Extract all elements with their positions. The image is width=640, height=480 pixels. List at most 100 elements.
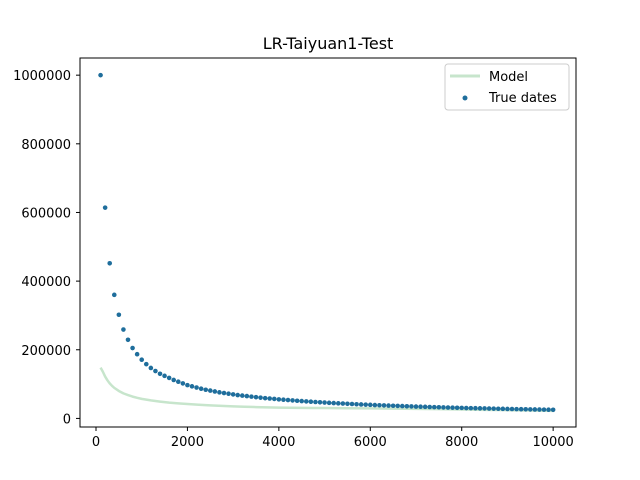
series-true-dates-point	[495, 406, 501, 412]
series-true-dates-point	[249, 394, 254, 399]
y-tick-label: 200000	[21, 344, 71, 359]
series-true-dates-point	[235, 392, 241, 398]
series-true-dates-point	[102, 205, 108, 210]
series-true-dates-point	[482, 406, 487, 411]
series-true-dates-point	[285, 397, 291, 403]
series-true-dates-point	[98, 72, 103, 78]
series-true-dates-point	[358, 402, 364, 407]
series-true-dates-point	[153, 368, 158, 374]
series-true-dates-point	[550, 407, 556, 413]
series-true-dates-point	[386, 403, 391, 408]
series-true-dates-point	[413, 404, 419, 409]
series-true-dates-point	[198, 386, 204, 392]
series-true-dates-point	[276, 397, 282, 402]
y-tick-label: 800000	[21, 138, 71, 153]
series-true-dates-point	[377, 402, 382, 408]
series-true-dates-point	[271, 396, 277, 402]
plot-frame	[79, 57, 577, 428]
series-true-dates-point	[262, 395, 268, 401]
series-true-dates-point	[477, 406, 483, 411]
series-true-dates-point	[116, 312, 122, 318]
series-true-dates-point	[143, 361, 149, 367]
series-true-dates-point	[180, 381, 186, 386]
series-true-dates-point	[372, 402, 378, 408]
series-true-dates-point	[431, 404, 437, 410]
series-true-dates-point	[294, 398, 300, 404]
series-true-dates-point	[509, 406, 515, 412]
series-true-dates-point	[221, 390, 227, 396]
series-true-dates-point	[441, 405, 446, 410]
series-true-dates-point	[527, 407, 533, 412]
series-true-dates-point	[189, 384, 195, 389]
series-true-dates-point	[107, 260, 113, 266]
y-tick-label: 1000000	[13, 69, 71, 84]
chart-title: LR-Taiyuan1-Test	[263, 34, 394, 53]
series-true-dates-point	[541, 407, 547, 412]
series-true-dates-point	[450, 405, 455, 410]
series-true-dates-point	[185, 382, 190, 388]
x-tick-label: 6000	[354, 435, 387, 450]
axes: 0 2000 4000 6000 8000 10000 0 200000 400000 60000…	[13, 69, 574, 450]
legend-true-dates-label: True dates	[488, 91, 557, 106]
series-true-dates-point	[445, 405, 451, 410]
series-true-dates-point	[422, 404, 428, 410]
series-true-dates-point	[166, 375, 172, 381]
series-true-dates-point	[427, 404, 433, 410]
plot-area	[98, 72, 556, 413]
series-true-dates-point	[258, 395, 263, 400]
series-true-dates-point	[468, 405, 474, 411]
series-true-dates-point	[194, 385, 199, 390]
series-true-dates-point	[171, 377, 177, 383]
series-true-dates-point	[349, 401, 355, 407]
series-true-dates-point	[121, 327, 126, 332]
series-true-dates-point	[203, 387, 209, 393]
series-true-dates-point	[313, 399, 318, 405]
series-true-dates-point	[335, 401, 341, 406]
series-true-dates-point	[139, 357, 145, 363]
x-tick-label: 2000	[171, 435, 204, 450]
series-true-dates-point	[162, 373, 167, 379]
series-true-dates-point	[331, 400, 337, 406]
series-true-dates-point	[546, 407, 551, 413]
series-true-dates-point	[491, 406, 497, 411]
series-true-dates-point	[308, 399, 314, 405]
series-true-dates-point	[340, 401, 346, 406]
series-true-dates-point	[436, 404, 442, 410]
series-true-dates-point	[537, 407, 542, 412]
series-true-dates-point	[281, 397, 286, 403]
series-true-dates-point	[404, 403, 410, 409]
x-tick-label: 4000	[262, 435, 295, 450]
series-true-dates-point	[505, 406, 510, 412]
x-tick-label: 8000	[445, 435, 478, 450]
series-true-dates-point	[244, 393, 250, 399]
series-true-dates-point	[418, 404, 423, 410]
series-true-dates-point	[518, 406, 524, 412]
legend-true-dates-swatch	[462, 95, 468, 101]
series-true-dates-point	[395, 403, 401, 409]
series-true-dates-point	[130, 345, 135, 351]
series-true-dates-point	[148, 365, 154, 371]
series-true-dates-point	[463, 405, 469, 411]
series-true-dates-point	[500, 406, 506, 412]
series-true-dates-point	[345, 401, 350, 407]
series-true-dates-point	[473, 405, 478, 411]
series-true-dates-point	[290, 398, 295, 403]
legend: Model True dates	[444, 63, 570, 111]
y-tick-label: 600000	[21, 206, 71, 221]
series-true-dates-point	[317, 399, 323, 405]
series-true-dates-point	[134, 351, 140, 357]
series-true-dates-point	[322, 400, 327, 405]
series-true-dates-point	[532, 407, 538, 412]
series-true-dates-point	[157, 371, 163, 377]
series-true-dates-point	[354, 401, 359, 407]
series-true-dates-point	[523, 406, 529, 412]
series-true-dates-point	[111, 292, 117, 298]
series-true-dates-point	[125, 337, 131, 343]
legend-model-label: Model	[489, 70, 528, 85]
series-true-dates-point	[486, 406, 492, 411]
x-tick-label: 0	[92, 435, 100, 450]
series-true-dates-point	[230, 392, 236, 397]
series-true-dates-point	[399, 403, 405, 409]
y-tick-label: 400000	[21, 275, 71, 290]
